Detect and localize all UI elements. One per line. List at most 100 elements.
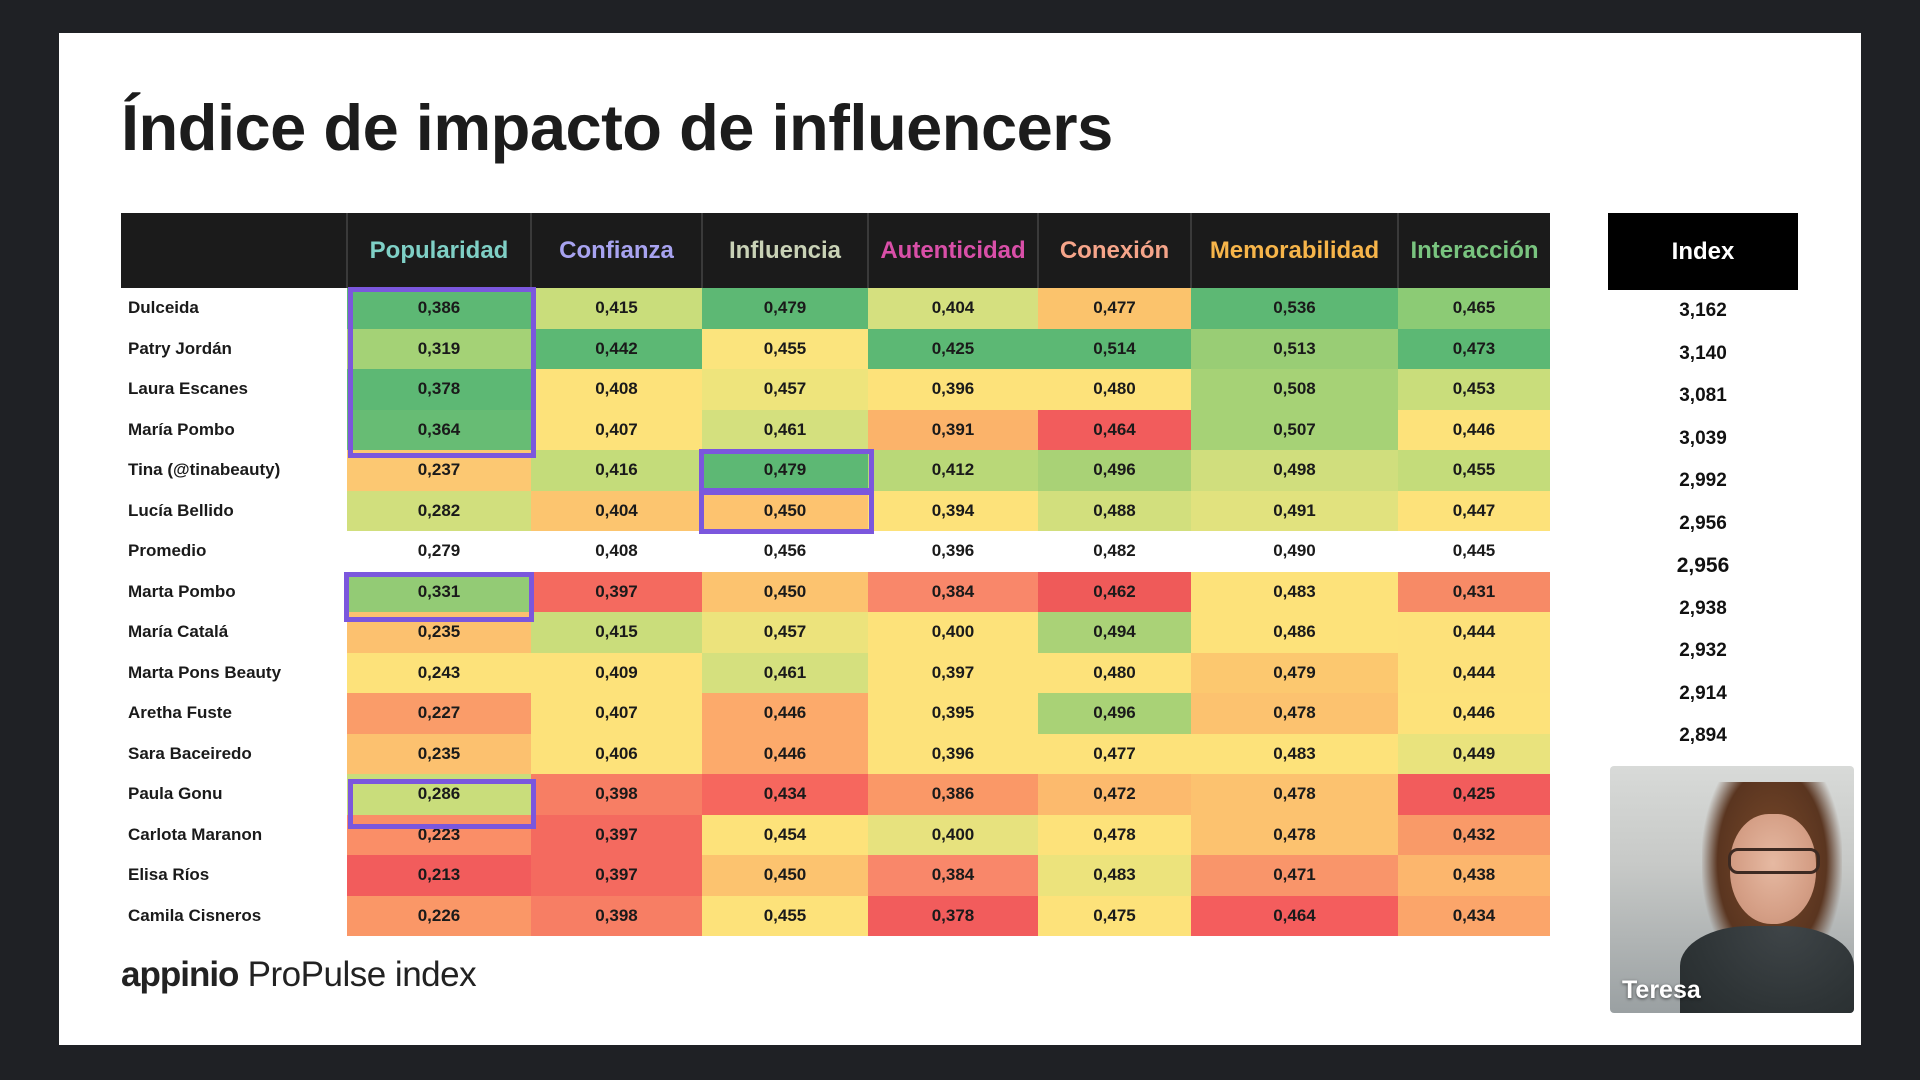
brand-mark: appinio bbox=[121, 955, 239, 994]
participant-video-tile[interactable]: Teresa bbox=[1610, 766, 1854, 1013]
table-row: Promedio 0,279 0,408 0,456 0,396 0,482 0,490 0,… bbox=[121, 531, 1550, 572]
table-cell: 0,235 bbox=[347, 733, 531, 774]
table-cell: 0,407 bbox=[531, 409, 702, 450]
index-row: 3,081 bbox=[1608, 375, 1798, 418]
table-row: Carlota Maranon 0,223 0,397 0,454 0,400 0,478… bbox=[121, 814, 1550, 855]
row-name: Elisa Ríos bbox=[121, 855, 347, 896]
header-corner bbox=[121, 213, 347, 288]
table-cell: 0,457 bbox=[702, 369, 868, 410]
table-cell: 0,400 bbox=[868, 612, 1038, 653]
table-cell: 0,223 bbox=[347, 814, 531, 855]
video-person-face bbox=[1730, 814, 1816, 924]
table-cell: 0,478 bbox=[1038, 814, 1191, 855]
table-cell: 0,449 bbox=[1398, 733, 1550, 774]
index-row: 2,932 bbox=[1608, 630, 1798, 673]
table-row: Paula Gonu 0,286 0,398 0,434 0,386 0,472 0,478… bbox=[121, 774, 1550, 815]
index-row: 2,992 bbox=[1608, 460, 1798, 503]
table-cell: 0,400 bbox=[868, 814, 1038, 855]
index-header: Index bbox=[1608, 213, 1798, 290]
index-value: 2,992 bbox=[1679, 470, 1727, 492]
video-person-glasses bbox=[1728, 848, 1820, 874]
table-cell: 0,432 bbox=[1398, 814, 1550, 855]
table-cell: 0,462 bbox=[1038, 571, 1191, 612]
row-name: Patry Jordán bbox=[121, 328, 347, 369]
table-cell: 0,536 bbox=[1191, 288, 1398, 329]
table-cell: 0,398 bbox=[531, 895, 702, 936]
table-cell: 0,213 bbox=[347, 855, 531, 896]
index-row: 3,140 bbox=[1608, 333, 1798, 376]
row-name: Camila Cisneros bbox=[121, 895, 347, 936]
table-cell: 0,282 bbox=[347, 490, 531, 531]
table-cell: 0,386 bbox=[868, 774, 1038, 815]
row-name: Laura Escanes bbox=[121, 369, 347, 410]
index-value: 2,938 bbox=[1679, 597, 1727, 619]
table-row: Patry Jordán 0,319 0,442 0,455 0,425 0,514 0,5… bbox=[121, 328, 1550, 369]
table-cell: 0,453 bbox=[1398, 369, 1550, 410]
table-cell: 0,478 bbox=[1191, 693, 1398, 734]
table-cell: 0,444 bbox=[1398, 612, 1550, 653]
table-row: María Catalá 0,235 0,415 0,457 0,400 0,494 0,4… bbox=[121, 612, 1550, 653]
table-cell: 0,447 bbox=[1398, 490, 1550, 531]
index-row: 2,956 bbox=[1608, 545, 1798, 588]
table-cell: 0,479 bbox=[702, 450, 868, 491]
table-cell: 0,455 bbox=[1398, 450, 1550, 491]
table-cell: 0,488 bbox=[1038, 490, 1191, 531]
table-cell: 0,513 bbox=[1191, 328, 1398, 369]
table-cell: 0,445 bbox=[1398, 531, 1550, 572]
table-cell: 0,483 bbox=[1038, 855, 1191, 896]
table-cell: 0,477 bbox=[1038, 288, 1191, 329]
table-cell: 0,483 bbox=[1191, 571, 1398, 612]
table-cell: 0,491 bbox=[1191, 490, 1398, 531]
table-cell: 0,454 bbox=[702, 814, 868, 855]
table-cell: 0,406 bbox=[531, 733, 702, 774]
index-row: 2,894 bbox=[1608, 715, 1798, 758]
table-cell: 0,464 bbox=[1191, 895, 1398, 936]
table-cell: 0,480 bbox=[1038, 652, 1191, 693]
table-cell: 0,483 bbox=[1191, 733, 1398, 774]
table-cell: 0,319 bbox=[347, 328, 531, 369]
table-cell: 0,396 bbox=[868, 369, 1038, 410]
table-cell: 0,397 bbox=[531, 814, 702, 855]
table-cell: 0,408 bbox=[531, 369, 702, 410]
index-row: 2,956 bbox=[1608, 503, 1798, 546]
index-value: 2,956 bbox=[1676, 554, 1730, 578]
table-cell: 0,378 bbox=[347, 369, 531, 410]
table-cell: 0,464 bbox=[1038, 409, 1191, 450]
table-cell: 0,496 bbox=[1038, 693, 1191, 734]
table-cell: 0,446 bbox=[1398, 409, 1550, 450]
table-cell: 0,498 bbox=[1191, 450, 1398, 491]
table-cell: 0,331 bbox=[347, 571, 531, 612]
table-cell: 0,395 bbox=[868, 693, 1038, 734]
table-cell: 0,456 bbox=[702, 531, 868, 572]
table-cell: 0,461 bbox=[702, 409, 868, 450]
row-name: Sara Baceiredo bbox=[121, 733, 347, 774]
brand-product: ProPulse index bbox=[247, 955, 477, 994]
table-cell: 0,444 bbox=[1398, 652, 1550, 693]
row-name: Aretha Fuste bbox=[121, 693, 347, 734]
table-row: Camila Cisneros 0,226 0,398 0,455 0,378 0,475… bbox=[121, 895, 1550, 936]
table-cell: 0,394 bbox=[868, 490, 1038, 531]
table-cell: 0,396 bbox=[868, 531, 1038, 572]
table-cell: 0,507 bbox=[1191, 409, 1398, 450]
table-cell: 0,409 bbox=[531, 652, 702, 693]
row-name: Lucía Bellido bbox=[121, 490, 347, 531]
table-cell: 0,434 bbox=[1398, 895, 1550, 936]
video-person-body bbox=[1680, 926, 1854, 1013]
table-cell: 0,455 bbox=[702, 328, 868, 369]
table-cell: 0,286 bbox=[347, 774, 531, 815]
table-cell: 0,446 bbox=[702, 733, 868, 774]
table-cell: 0,477 bbox=[1038, 733, 1191, 774]
slide: Índice de impacto de influencers Popular… bbox=[59, 33, 1861, 1045]
column-header: Autenticidad bbox=[867, 213, 1038, 288]
table-cell: 0,479 bbox=[702, 288, 868, 329]
table-cell: 0,237 bbox=[347, 450, 531, 491]
table-cell: 0,227 bbox=[347, 693, 531, 734]
table-row: Aretha Fuste 0,227 0,407 0,446 0,395 0,496 0,4… bbox=[121, 693, 1550, 734]
row-name: Dulceida bbox=[121, 288, 347, 329]
index-row: 3,039 bbox=[1608, 418, 1798, 461]
table-row: Laura Escanes 0,378 0,408 0,457 0,396 0,480 0,… bbox=[121, 369, 1550, 410]
participant-name: Teresa bbox=[1622, 976, 1701, 1004]
table-cell: 0,425 bbox=[868, 328, 1038, 369]
index-value: 3,162 bbox=[1679, 300, 1727, 322]
table-cell: 0,514 bbox=[1038, 328, 1191, 369]
